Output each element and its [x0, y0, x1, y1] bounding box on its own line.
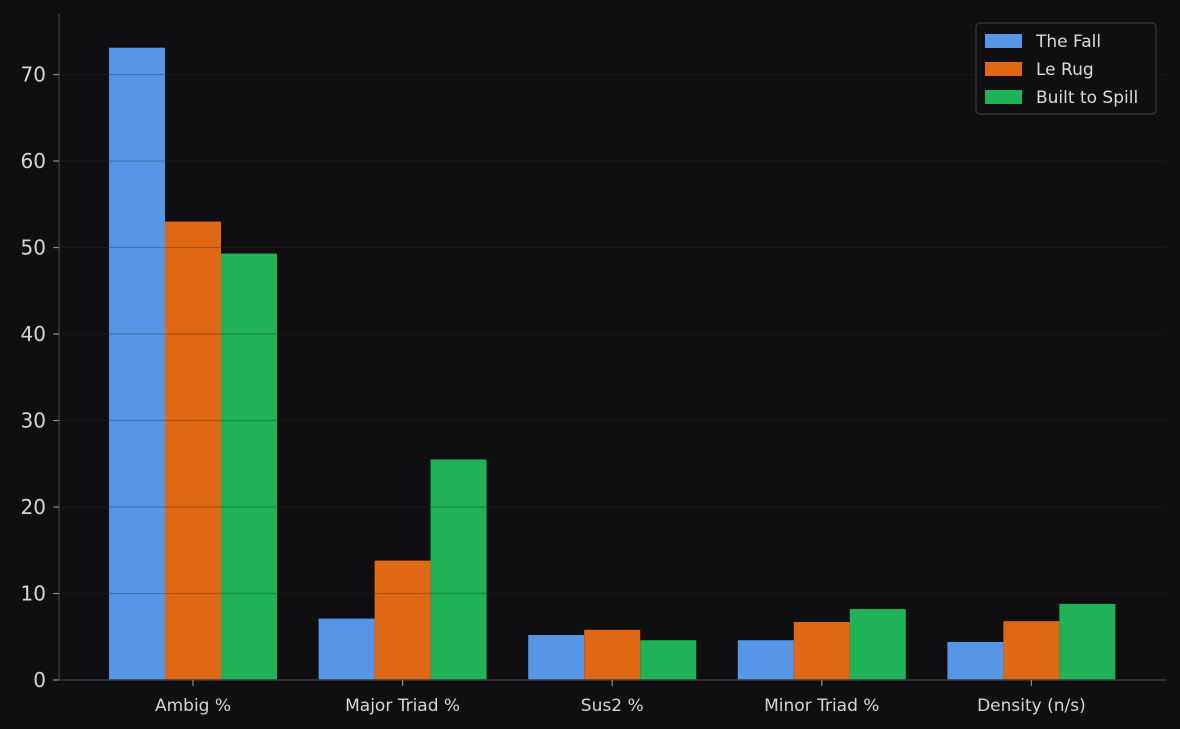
bar-the-fall-4	[947, 641, 1004, 680]
y-tick-label-30: 30	[21, 409, 46, 433]
legend: The Fall Le Rug Built to Spill	[975, 22, 1157, 115]
bar-the-fall-1	[318, 618, 375, 680]
bars	[59, 47, 1166, 680]
bar-the-fall-0	[109, 47, 165, 680]
bar-built-to-spill-0	[221, 253, 277, 680]
y-tick-label-60: 60	[21, 149, 46, 173]
x-tick-label-0: Ambig %	[155, 696, 231, 716]
bar-built-to-spill-1	[430, 459, 487, 680]
bar-built-to-spill-4	[1059, 603, 1116, 680]
legend-swatch-2	[985, 90, 1022, 104]
bar-the-fall-3	[737, 640, 794, 680]
legend-swatch-0	[985, 34, 1022, 48]
legend-label-1: Le Rug	[1036, 60, 1094, 80]
legend-label-2: Built to Spill	[1036, 88, 1138, 108]
bar-le-rug-3	[793, 622, 850, 680]
x-tick-label-2: Sus2 %	[581, 696, 644, 716]
bar-the-fall-2	[528, 635, 585, 680]
y-tick-label-40: 40	[21, 322, 46, 346]
bar-built-to-spill-3	[849, 609, 906, 680]
x-tick-label-3: Minor Triad %	[764, 696, 879, 716]
bar-le-rug-4	[1003, 621, 1060, 680]
x-tick-label-1: Major Triad %	[345, 696, 460, 716]
x-tick-label-4: Density (n/s)	[977, 696, 1086, 716]
y-tick-label-0: 0	[33, 668, 46, 692]
bar-le-rug-1	[374, 560, 431, 680]
bar-le-rug-0	[165, 221, 221, 680]
bar-le-rug-2	[584, 629, 641, 680]
legend-swatch-1	[985, 62, 1022, 76]
y-tick-label-20: 20	[21, 495, 46, 519]
y-tick-label-50: 50	[21, 236, 46, 260]
y-tick-label-70: 70	[21, 63, 46, 87]
y-tick-label-10: 10	[21, 582, 46, 606]
axes: 0 10 20 30 40 50 60 70 Ambig % Major Triad % Sus2 …	[21, 14, 1166, 716]
bar-built-to-spill-2	[640, 640, 697, 680]
legend-label-0: The Fall	[1035, 32, 1101, 52]
